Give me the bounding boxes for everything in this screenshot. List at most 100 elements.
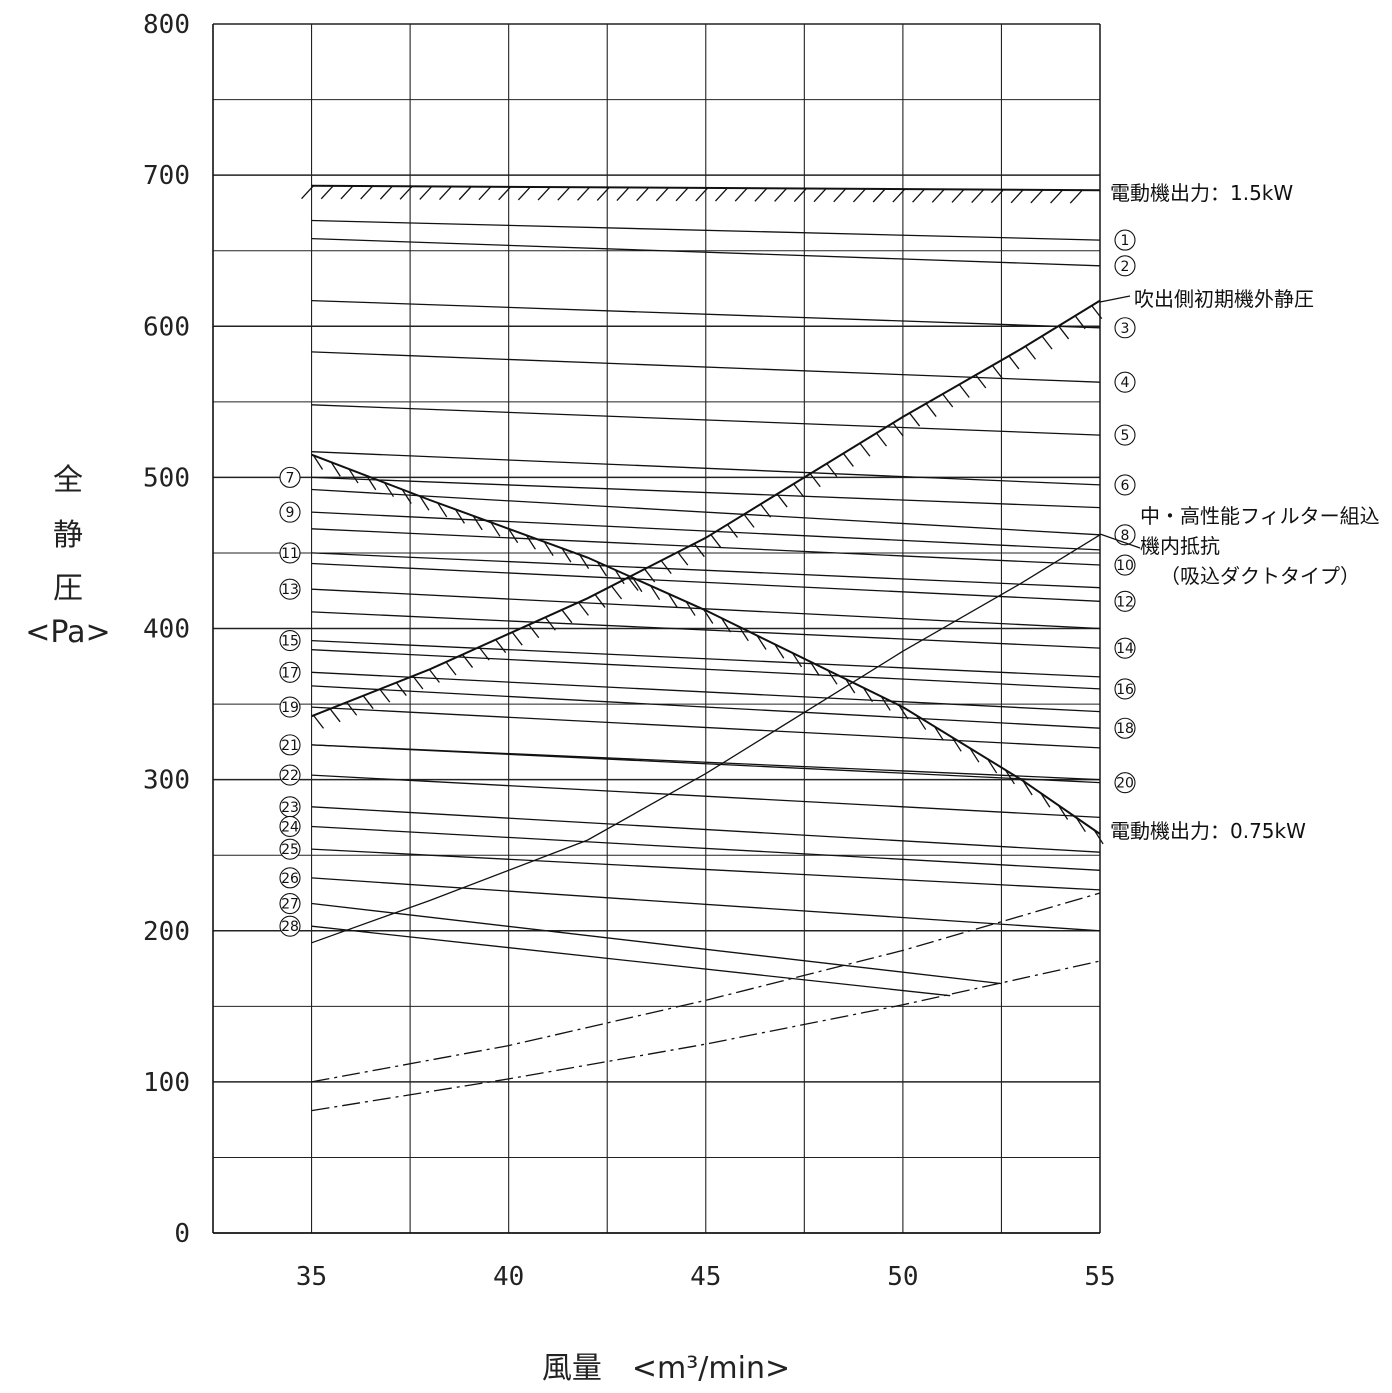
left-marker: 26 bbox=[281, 871, 299, 887]
annotation-motor-low: 電動機出力：0.75kW bbox=[1110, 819, 1306, 843]
hatch-mark bbox=[1040, 792, 1051, 808]
hatch-mark bbox=[360, 185, 374, 200]
left-marker-ring bbox=[279, 734, 301, 756]
series-line bbox=[311, 649, 1101, 690]
left-marker-ring bbox=[279, 815, 301, 838]
hatch-mark bbox=[875, 432, 887, 447]
hatch-mark bbox=[462, 654, 474, 668]
y-tick-label: 500 bbox=[143, 463, 190, 493]
hatch-mark bbox=[636, 187, 650, 202]
hatch-mark bbox=[660, 560, 672, 574]
hatch-mark bbox=[774, 643, 785, 659]
hatch-mark bbox=[1091, 305, 1103, 320]
series-line bbox=[311, 404, 1101, 436]
hatch-mark bbox=[845, 678, 856, 694]
annotation-filter-line1: 中・高性能フィルター組込 bbox=[1140, 504, 1380, 528]
hatch-mark bbox=[1050, 189, 1064, 204]
hatch-mark bbox=[472, 515, 483, 531]
hatch-mark bbox=[428, 669, 440, 683]
series-line bbox=[311, 744, 1101, 781]
hatch-mark bbox=[544, 616, 556, 631]
hatch-mark bbox=[975, 374, 987, 389]
y-tick-label: 300 bbox=[143, 766, 190, 796]
hatch-mark bbox=[419, 495, 430, 511]
hatch-mark bbox=[320, 185, 334, 200]
hatch-mark bbox=[644, 568, 656, 583]
hatch-mark bbox=[1004, 769, 1015, 785]
right-marker-ring bbox=[1114, 255, 1136, 277]
hatch-mark bbox=[898, 704, 909, 720]
series-line bbox=[311, 552, 1101, 589]
series-line bbox=[311, 774, 1101, 819]
hatch-mark bbox=[399, 185, 413, 200]
hatch-mark bbox=[931, 188, 945, 203]
hatch-mark bbox=[969, 747, 980, 763]
hatch-mark bbox=[596, 561, 607, 577]
right-marker: 12 bbox=[1116, 594, 1134, 610]
hatch-mark bbox=[987, 758, 998, 774]
series-line bbox=[311, 451, 1101, 486]
tick-labels: 0 100 200 300 400 500 600 700 800 35 40 45 50 55 bbox=[143, 10, 1116, 1292]
y-tick-label: 200 bbox=[143, 917, 190, 947]
hatch-mark bbox=[362, 695, 374, 710]
hatch-mark bbox=[912, 188, 926, 203]
series-line bbox=[311, 848, 1101, 891]
hatch-mark bbox=[627, 577, 639, 591]
y-tick-label: 400 bbox=[143, 615, 190, 645]
hatch-mark bbox=[528, 624, 540, 639]
hatch-mark bbox=[1030, 189, 1044, 204]
right-marker-ring bbox=[1114, 772, 1136, 794]
hatch-mark bbox=[685, 601, 696, 616]
series-line bbox=[311, 453, 1101, 835]
hatch-mark bbox=[454, 509, 465, 524]
series-line bbox=[311, 219, 1101, 241]
hatch-mark bbox=[508, 528, 519, 544]
hatch-mark bbox=[813, 188, 827, 203]
hatch-mark bbox=[793, 483, 805, 498]
right-marker-ring bbox=[1114, 229, 1136, 251]
right-marker: 8 bbox=[1121, 528, 1130, 544]
y-tick-label: 600 bbox=[143, 312, 190, 342]
x-tick-label: 50 bbox=[887, 1262, 918, 1292]
hatch-mark bbox=[594, 594, 606, 608]
hatch-mark bbox=[958, 384, 970, 398]
grid bbox=[212, 23, 1101, 1234]
right-marker-ring bbox=[1114, 474, 1136, 496]
left-marker: 17 bbox=[281, 665, 299, 681]
right-marker: 18 bbox=[1116, 721, 1134, 737]
series-line bbox=[311, 806, 1101, 853]
series-line bbox=[311, 528, 1101, 566]
hatch-mark bbox=[859, 442, 871, 457]
annotation-outlet-pressure: 吹出側初期機外静圧 bbox=[1134, 287, 1314, 311]
series-line bbox=[311, 534, 1101, 944]
series-line bbox=[311, 706, 1101, 749]
hatch-mark bbox=[419, 185, 433, 200]
hatch-mark bbox=[677, 551, 689, 566]
series-line bbox=[311, 925, 951, 997]
hatch-mark bbox=[862, 687, 874, 703]
left-marker: 22 bbox=[281, 768, 299, 784]
left-marker-ring bbox=[279, 542, 301, 564]
hatch-mark bbox=[383, 482, 395, 498]
hatch-mark bbox=[445, 661, 457, 676]
right-marker: 16 bbox=[1116, 682, 1134, 698]
hatch-mark bbox=[667, 593, 678, 608]
hatch-mark bbox=[478, 186, 492, 201]
hatch-mark bbox=[498, 186, 512, 201]
hatch-mark bbox=[611, 585, 623, 600]
hatch-mark bbox=[720, 617, 732, 633]
hatch-mark bbox=[1058, 805, 1069, 820]
hatch-mark bbox=[495, 639, 507, 654]
left-marker-ring bbox=[279, 661, 301, 683]
x-tick-label: 35 bbox=[296, 1262, 327, 1292]
right-marker: 4 bbox=[1121, 375, 1130, 391]
series-line bbox=[311, 562, 1101, 602]
left-marker: 7 bbox=[286, 470, 295, 486]
series-lines bbox=[311, 184, 1101, 1112]
hatch-mark bbox=[951, 736, 962, 752]
left-marker-ring bbox=[279, 915, 301, 937]
annotation-filter-line2: 機内抵抗 bbox=[1140, 534, 1220, 558]
hatch-mark bbox=[1008, 355, 1020, 370]
series-line bbox=[311, 892, 1101, 1083]
series-line bbox=[311, 685, 1101, 729]
